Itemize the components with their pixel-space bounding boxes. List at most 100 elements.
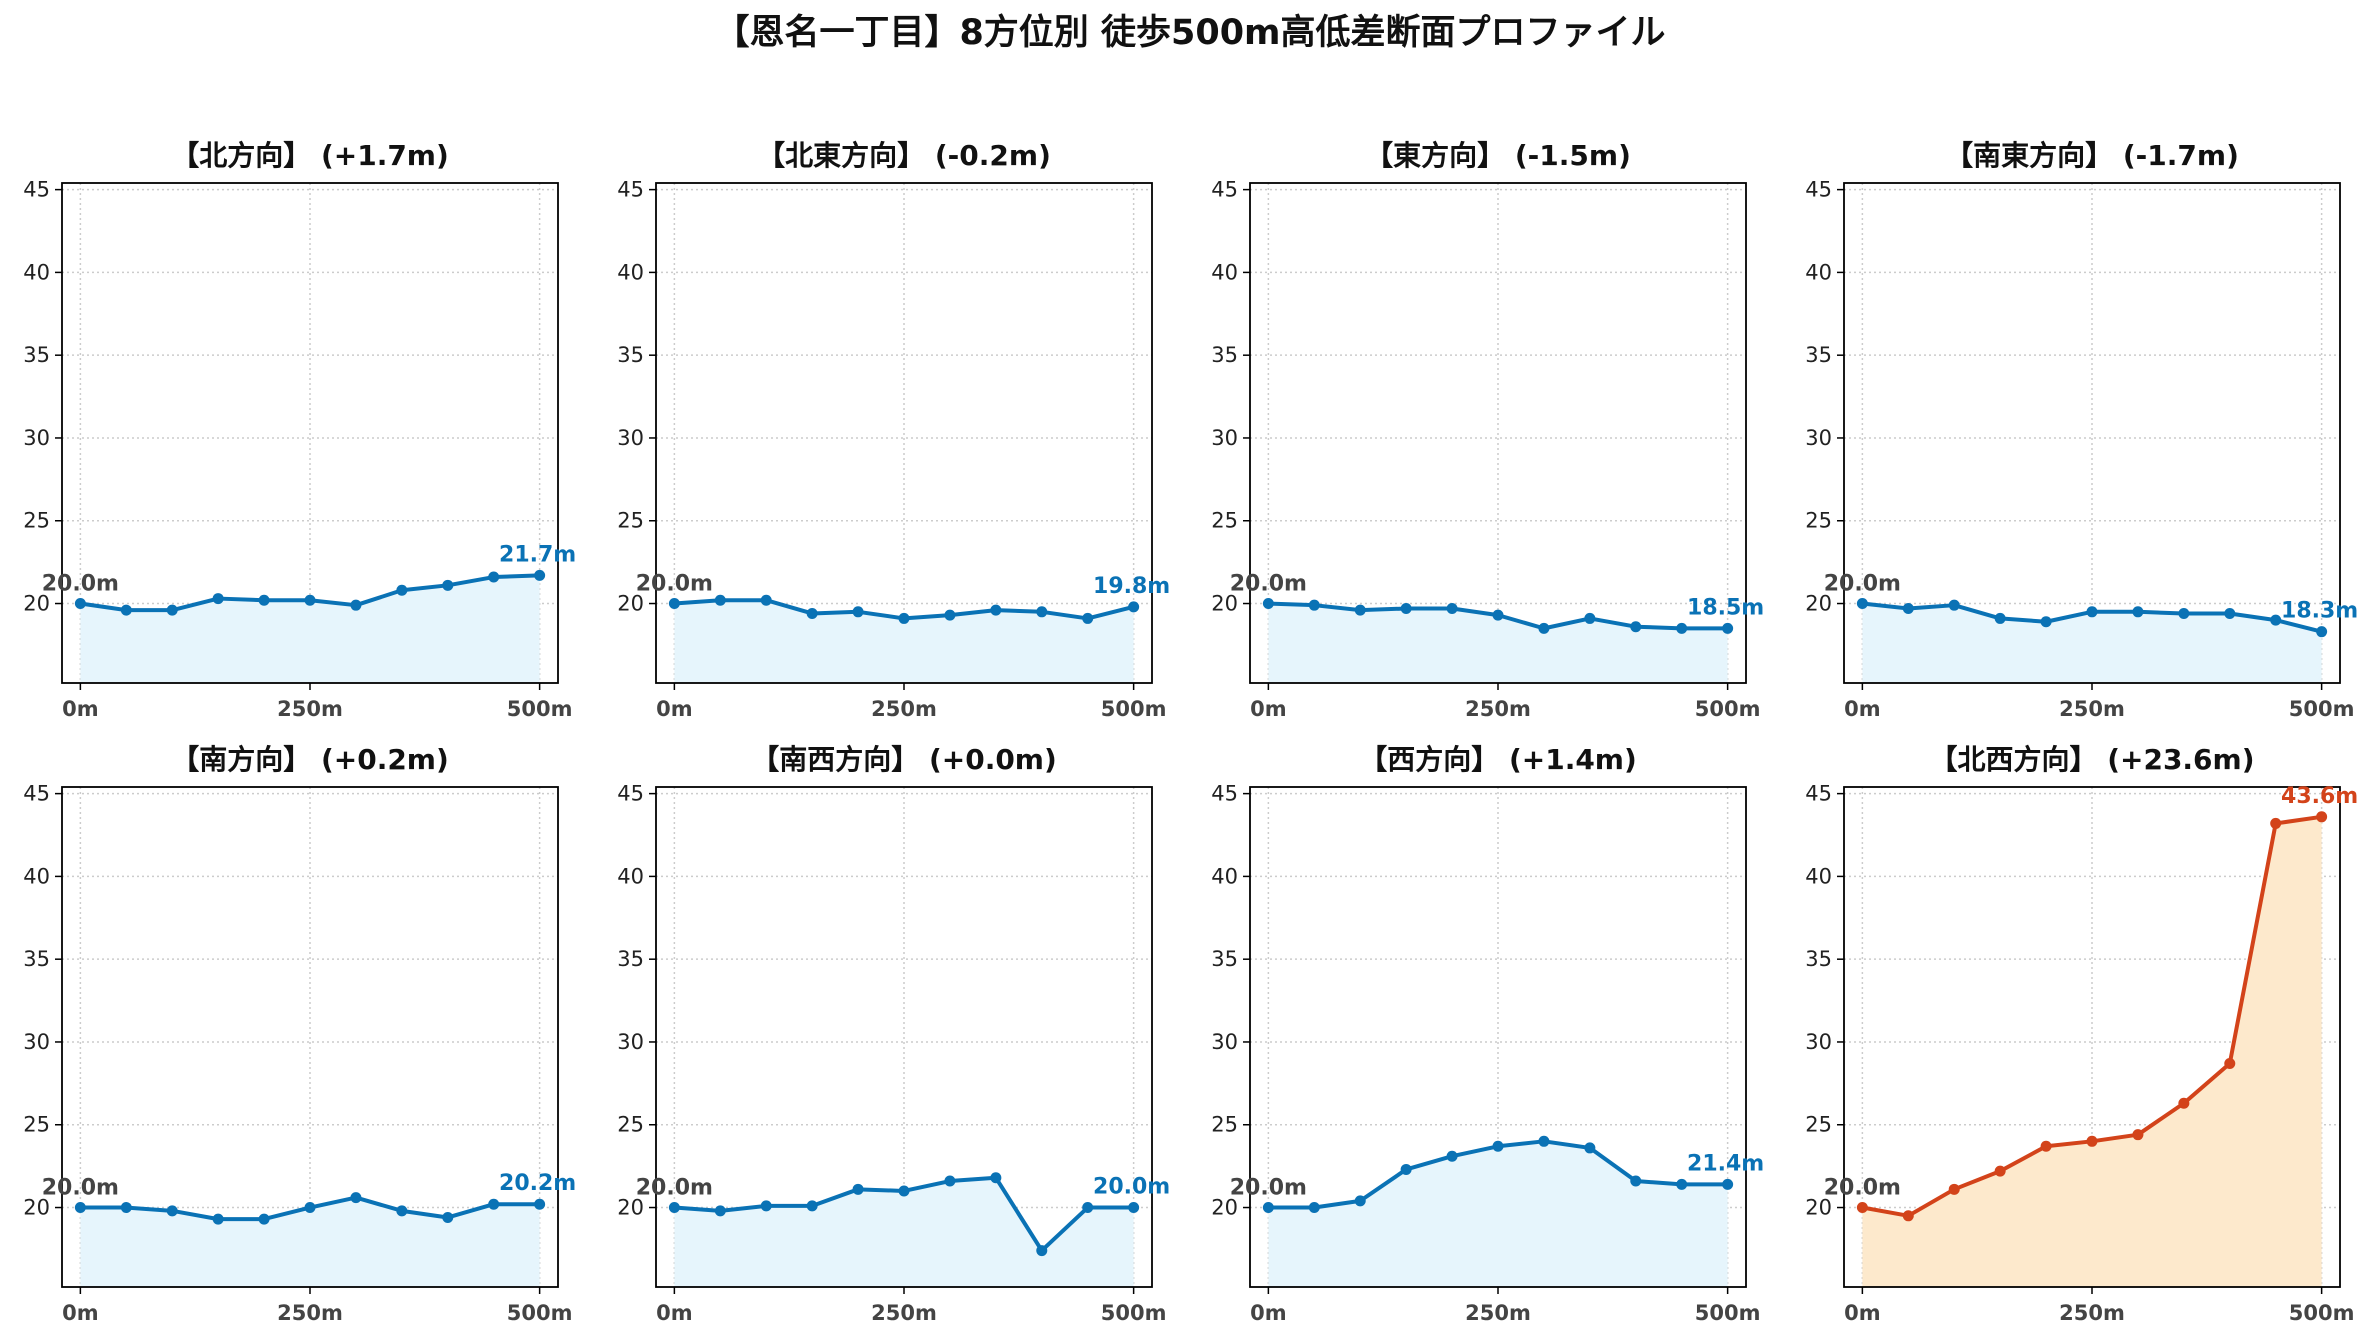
start-value-label: 20.0m xyxy=(42,572,119,597)
y-tick-label: 45 xyxy=(617,178,644,202)
y-tick-label: 20 xyxy=(617,1196,644,1220)
area-fill xyxy=(1862,816,2322,1287)
data-point xyxy=(488,571,500,583)
y-tick-label: 25 xyxy=(617,509,644,533)
x-tick-label: 500m xyxy=(1101,697,1167,721)
data-point xyxy=(852,1183,864,1195)
y-tick-label: 45 xyxy=(617,782,644,806)
data-point xyxy=(1902,1210,1914,1222)
y-tick-label: 35 xyxy=(1211,343,1238,367)
x-tick-label: 500m xyxy=(2289,697,2355,721)
data-point xyxy=(714,594,726,606)
data-point xyxy=(2316,626,2328,638)
data-point xyxy=(1354,1195,1366,1207)
x-tick-label: 250m xyxy=(1465,697,1531,721)
data-point xyxy=(1994,1165,2006,1177)
start-value-label: 20.0m xyxy=(1230,572,1307,597)
y-tick-label: 20 xyxy=(1805,592,1832,616)
y-tick-label: 45 xyxy=(23,178,50,202)
data-point xyxy=(1400,1163,1412,1175)
data-point xyxy=(2316,811,2328,823)
y-tick-label: 45 xyxy=(1211,178,1238,202)
y-tick-label: 30 xyxy=(1211,426,1238,450)
y-tick-label: 25 xyxy=(23,509,50,533)
data-point xyxy=(1354,604,1366,616)
data-point xyxy=(1308,1202,1320,1214)
data-point xyxy=(1036,606,1048,618)
x-tick-label: 0m xyxy=(1844,697,1881,721)
subplot-title: 【南方向】 (+0.2m) xyxy=(171,743,449,776)
data-point xyxy=(1676,622,1688,634)
data-point xyxy=(2086,1135,2098,1147)
data-point xyxy=(1082,1202,1094,1214)
data-point xyxy=(1856,1202,1868,1214)
y-tick-label: 40 xyxy=(23,260,50,284)
x-tick-label: 0m xyxy=(62,1301,99,1325)
x-tick-label: 500m xyxy=(1695,1301,1761,1325)
data-point xyxy=(1036,1245,1048,1257)
subplot-2: 【東方向】 (-1.5m) 20 25 30 35 40 45 0m 250m 500m 20.0m… xyxy=(1211,139,1764,721)
data-point xyxy=(120,604,132,616)
start-value-label: 20.0m xyxy=(1824,572,1901,597)
subplot-3: 【南東方向】 (-1.7m) 20 25 30 35 40 45 0m 250m 500m 20.0… xyxy=(1805,139,2358,721)
y-tick-label: 40 xyxy=(23,864,50,888)
data-point xyxy=(442,1211,454,1223)
data-point xyxy=(1902,602,1914,614)
x-tick-label: 250m xyxy=(277,697,343,721)
data-point xyxy=(2132,606,2144,618)
y-tick-label: 40 xyxy=(617,260,644,284)
data-point xyxy=(898,612,910,624)
x-tick-label: 500m xyxy=(507,697,573,721)
start-value-label: 20.0m xyxy=(1230,1176,1307,1201)
data-point xyxy=(74,1202,86,1214)
data-point xyxy=(944,1175,956,1187)
area-fill xyxy=(1268,1141,1728,1287)
y-tick-label: 20 xyxy=(1805,1196,1832,1220)
y-tick-label: 25 xyxy=(1805,509,1832,533)
area-fill xyxy=(80,1197,540,1287)
data-point xyxy=(1128,601,1140,613)
data-point xyxy=(442,579,454,591)
data-point xyxy=(1082,612,1094,624)
data-point xyxy=(258,1213,270,1225)
data-point xyxy=(2270,817,2282,829)
data-point xyxy=(760,1200,772,1212)
start-value-label: 20.0m xyxy=(1824,1176,1901,1201)
y-tick-label: 30 xyxy=(1211,1030,1238,1054)
x-tick-label: 250m xyxy=(1465,1301,1531,1325)
data-point xyxy=(2132,1129,2144,1141)
data-point xyxy=(990,1172,1002,1184)
data-point xyxy=(852,606,864,618)
data-point xyxy=(1446,602,1458,614)
y-tick-label: 30 xyxy=(23,426,50,450)
x-tick-label: 500m xyxy=(2289,1301,2355,1325)
y-tick-label: 25 xyxy=(23,1113,50,1137)
y-tick-label: 35 xyxy=(23,947,50,971)
data-point xyxy=(1492,1140,1504,1152)
y-tick-label: 20 xyxy=(1211,1196,1238,1220)
y-tick-label: 35 xyxy=(617,947,644,971)
data-point xyxy=(120,1202,132,1214)
x-tick-label: 0m xyxy=(1250,697,1287,721)
data-point xyxy=(1308,599,1320,611)
y-tick-label: 35 xyxy=(1211,947,1238,971)
subplot-title: 【南東方向】 (-1.7m) xyxy=(1945,139,2239,172)
subplot-title: 【北東方向】 (-0.2m) xyxy=(757,139,1051,172)
data-point xyxy=(1676,1178,1688,1190)
x-tick-label: 250m xyxy=(277,1301,343,1325)
x-tick-label: 0m xyxy=(1250,1301,1287,1325)
data-point xyxy=(2224,1057,2236,1069)
data-point xyxy=(1538,622,1550,634)
subplot-title: 【北西方向】 (+23.6m) xyxy=(1929,743,2254,776)
end-value-label: 21.7m xyxy=(499,542,576,567)
data-point xyxy=(258,594,270,606)
data-point xyxy=(304,1202,316,1214)
x-tick-label: 250m xyxy=(871,697,937,721)
y-tick-label: 40 xyxy=(617,864,644,888)
end-value-label: 20.0m xyxy=(1093,1175,1170,1200)
y-tick-label: 30 xyxy=(1805,426,1832,450)
end-value-label: 19.8m xyxy=(1093,574,1170,599)
y-tick-label: 35 xyxy=(1805,343,1832,367)
y-tick-label: 20 xyxy=(617,592,644,616)
